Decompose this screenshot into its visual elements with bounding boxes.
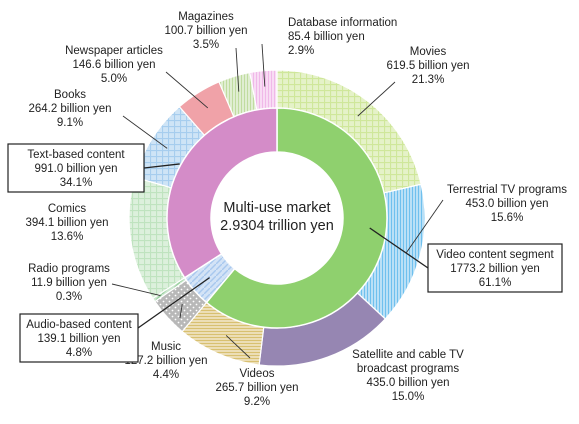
label-satellite-line2: broadcast programs — [357, 363, 460, 375]
label-movies-line2: 619.5 billion yen — [386, 60, 469, 72]
label-books-line1: Books — [54, 89, 86, 101]
label-videos-line1: Videos — [240, 368, 275, 380]
label-videos-line2: 265.7 billion yen — [215, 382, 298, 394]
label-database-line1: Database information — [288, 17, 397, 29]
label-magazines-line3: 3.5% — [193, 39, 219, 51]
leader-database — [261, 43, 266, 87]
leader-videos — [225, 335, 251, 359]
segment-label-audio-line1: Audio-based content — [26, 319, 132, 331]
label-database-line3: 2.9% — [288, 45, 314, 57]
label-newspaper-line2: 146.6 billion yen — [72, 59, 155, 71]
center-label-line1: Multi-use market — [223, 200, 330, 216]
leader-magazines — [235, 47, 240, 92]
label-magazines-line1: Magazines — [178, 11, 234, 23]
segment-labels: Movies 619.5 billion yen 21.3% Terrestrial … — [7, 11, 567, 408]
segment-label-text-line2: 991.0 billion yen — [34, 163, 117, 175]
leader-newspaper — [165, 71, 209, 109]
center-label-line2: 2.9304 trillion yen — [220, 218, 334, 234]
leader-movies — [357, 81, 396, 117]
segment-label-video-line1: Video content segment — [436, 249, 554, 261]
leader-lines — [111, 43, 444, 359]
label-comics-line1: Comics — [48, 203, 87, 215]
label-comics-line2: 394.1 billion yen — [25, 217, 108, 229]
label-music-line1: Music — [151, 341, 181, 353]
leader-music — [179, 303, 183, 319]
label-comics-line3: 13.6% — [51, 231, 84, 243]
label-movies-line3: 21.3% — [412, 74, 445, 86]
label-books-line3: 9.1% — [57, 117, 83, 129]
label-music-line2: 127.2 billion yen — [124, 355, 207, 367]
label-satellite-line3: 435.0 billion yen — [366, 377, 449, 389]
label-videos-line3: 9.2% — [244, 396, 270, 408]
label-books-line2: 264.2 billion yen — [28, 103, 111, 115]
label-radio-line2: 11.9 billion yen — [31, 277, 107, 289]
slice-video — [205, 107, 388, 329]
segment-label-video-line3: 61.1% — [479, 277, 512, 289]
leader-books — [122, 115, 168, 149]
label-terrestrial-line1: Terrestrial TV programs — [447, 184, 567, 196]
label-newspaper-line1: Newspaper articles — [65, 45, 163, 57]
slice-text — [166, 107, 278, 279]
label-movies-line1: Movies — [410, 46, 447, 58]
segment-label-audio-line3: 4.8% — [66, 347, 92, 359]
segment-box-text — [7, 143, 145, 193]
leader-segment-audio — [137, 277, 210, 329]
segment-label-audio-line2: 139.1 billion yen — [37, 333, 120, 345]
label-terrestrial-line3: 15.6% — [491, 212, 524, 224]
label-radio-line1: Radio programs — [28, 263, 110, 275]
leader-segment-text — [143, 163, 180, 169]
label-database-line2: 85.4 billion yen — [288, 31, 365, 43]
label-music-line3: 4.4% — [153, 369, 179, 381]
label-radio-line3: 0.3% — [56, 291, 82, 303]
segment-label-text-line1: Text-based content — [27, 149, 125, 161]
segment-box-audio — [19, 313, 139, 363]
leader-segment-video — [369, 227, 429, 269]
leader-terrestrial — [406, 199, 444, 253]
inner-ring — [166, 107, 388, 329]
segment-label-video-line2: 1773.2 billion yen — [450, 263, 540, 275]
leader-radio — [111, 283, 161, 296]
segment-label-text-line3: 34.1% — [60, 177, 93, 189]
label-satellite-line1: Satellite and cable TV — [352, 349, 464, 361]
segment-box-video — [427, 243, 563, 293]
label-satellite-line4: 15.0% — [392, 391, 425, 403]
label-newspaper-line3: 5.0% — [101, 73, 127, 85]
label-terrestrial-line2: 453.0 billion yen — [465, 198, 548, 210]
outer-ring — [128, 69, 426, 367]
label-magazines-line2: 100.7 billion yen — [164, 25, 247, 37]
